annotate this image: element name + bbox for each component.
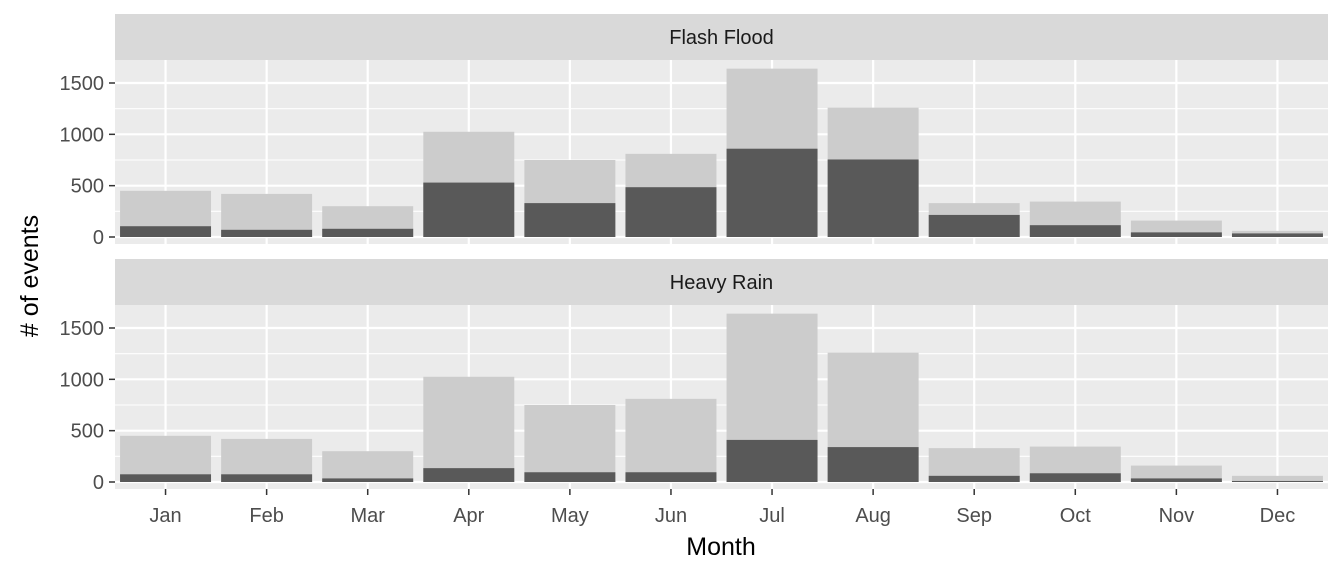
x-tick-label-may: May	[551, 505, 589, 527]
panel-background-heavy-rain	[115, 305, 1328, 489]
strip-heavy-rain	[115, 259, 1328, 305]
x-tick-label-aug: Aug	[855, 505, 891, 527]
total-bar-may	[524, 405, 616, 482]
total-bar-jun	[625, 398, 717, 482]
flash-flood-bar-may	[524, 203, 616, 237]
heavy-rain-bar-apr	[423, 468, 515, 482]
heavy-rain-bar-feb	[221, 474, 313, 482]
panel-background-flash-flood	[115, 60, 1328, 244]
heavy-rain-bar-mar	[322, 478, 414, 482]
flash-flood-bar-jan	[120, 226, 212, 237]
panel-heavy-rain: Heavy Rain 0 500 1000 1500	[60, 259, 1328, 494]
flash-flood-bar-mar	[322, 228, 414, 237]
x-tick-label-sep: Sep	[956, 505, 992, 527]
total-bar-dec	[1231, 475, 1323, 482]
x-tick-label-jul: Jul	[759, 505, 785, 527]
total-bar-nov	[1130, 465, 1222, 482]
panel-flash-flood: Flash Flood 0 500 1000 1500	[60, 14, 1328, 249]
heavy-rain-bar-may	[524, 472, 616, 482]
y-tick-label: 1000	[60, 369, 105, 391]
flash-flood-bar-aug	[827, 159, 919, 237]
heavy-rain-bar-nov	[1130, 478, 1222, 482]
heavy-rain-bar-aug	[827, 447, 919, 482]
y-tick-label: 1000	[60, 124, 105, 146]
heavy-rain-bar-jul	[726, 439, 818, 482]
panels-layer: Flash Flood 0 500 1000 1500 Heavy Rain 0 500 100…	[60, 14, 1328, 494]
total-bar-mar	[322, 451, 414, 482]
x-tick-label-dec: Dec	[1260, 505, 1296, 527]
strip-title-heavy-rain: Heavy Rain	[670, 272, 773, 294]
flash-flood-bar-sep	[928, 214, 1020, 237]
flash-flood-bar-jun	[625, 187, 717, 237]
y-tick-label: 500	[71, 421, 104, 443]
x-axis: Jan Feb Mar Apr May Jun Jul Aug Sep Oct Nov Dec	[149, 489, 1295, 527]
flash-flood-bar-dec	[1231, 233, 1323, 237]
heavy-rain-bar-jan	[120, 474, 212, 482]
x-axis-title: Month	[686, 533, 755, 561]
heavy-rain-bar-dec	[1231, 480, 1323, 482]
total-bar-apr	[423, 376, 515, 482]
x-tick-label-feb: Feb	[249, 505, 283, 527]
y-axis-title: # of events	[16, 215, 44, 337]
y-tick-label: 0	[93, 227, 104, 249]
flash-flood-bar-jul	[726, 148, 818, 237]
heavy-rain-bar-jun	[625, 472, 717, 482]
x-tick-label-jan: Jan	[149, 505, 181, 527]
flash-flood-bar-apr	[423, 182, 515, 237]
flash-flood-bar-nov	[1130, 232, 1222, 237]
x-tick-label-apr: Apr	[453, 505, 484, 527]
strip-flash-flood	[115, 14, 1328, 60]
flash-flood-bar-feb	[221, 229, 313, 237]
heavy-rain-bar-oct	[1029, 473, 1121, 482]
y-tick-label: 0	[93, 472, 104, 494]
x-tick-label-mar: Mar	[350, 505, 385, 527]
x-tick-label-nov: Nov	[1159, 505, 1195, 527]
y-tick-label: 500	[71, 176, 104, 198]
strip-title-flash-flood: Flash Flood	[669, 27, 774, 49]
y-tick-label: 1500	[60, 318, 105, 340]
x-tick-label-oct: Oct	[1060, 505, 1092, 527]
y-tick-label: 1500	[60, 73, 105, 95]
flash-flood-bar-oct	[1029, 225, 1121, 237]
heavy-rain-bar-sep	[928, 475, 1020, 482]
x-tick-label-jun: Jun	[655, 505, 687, 527]
